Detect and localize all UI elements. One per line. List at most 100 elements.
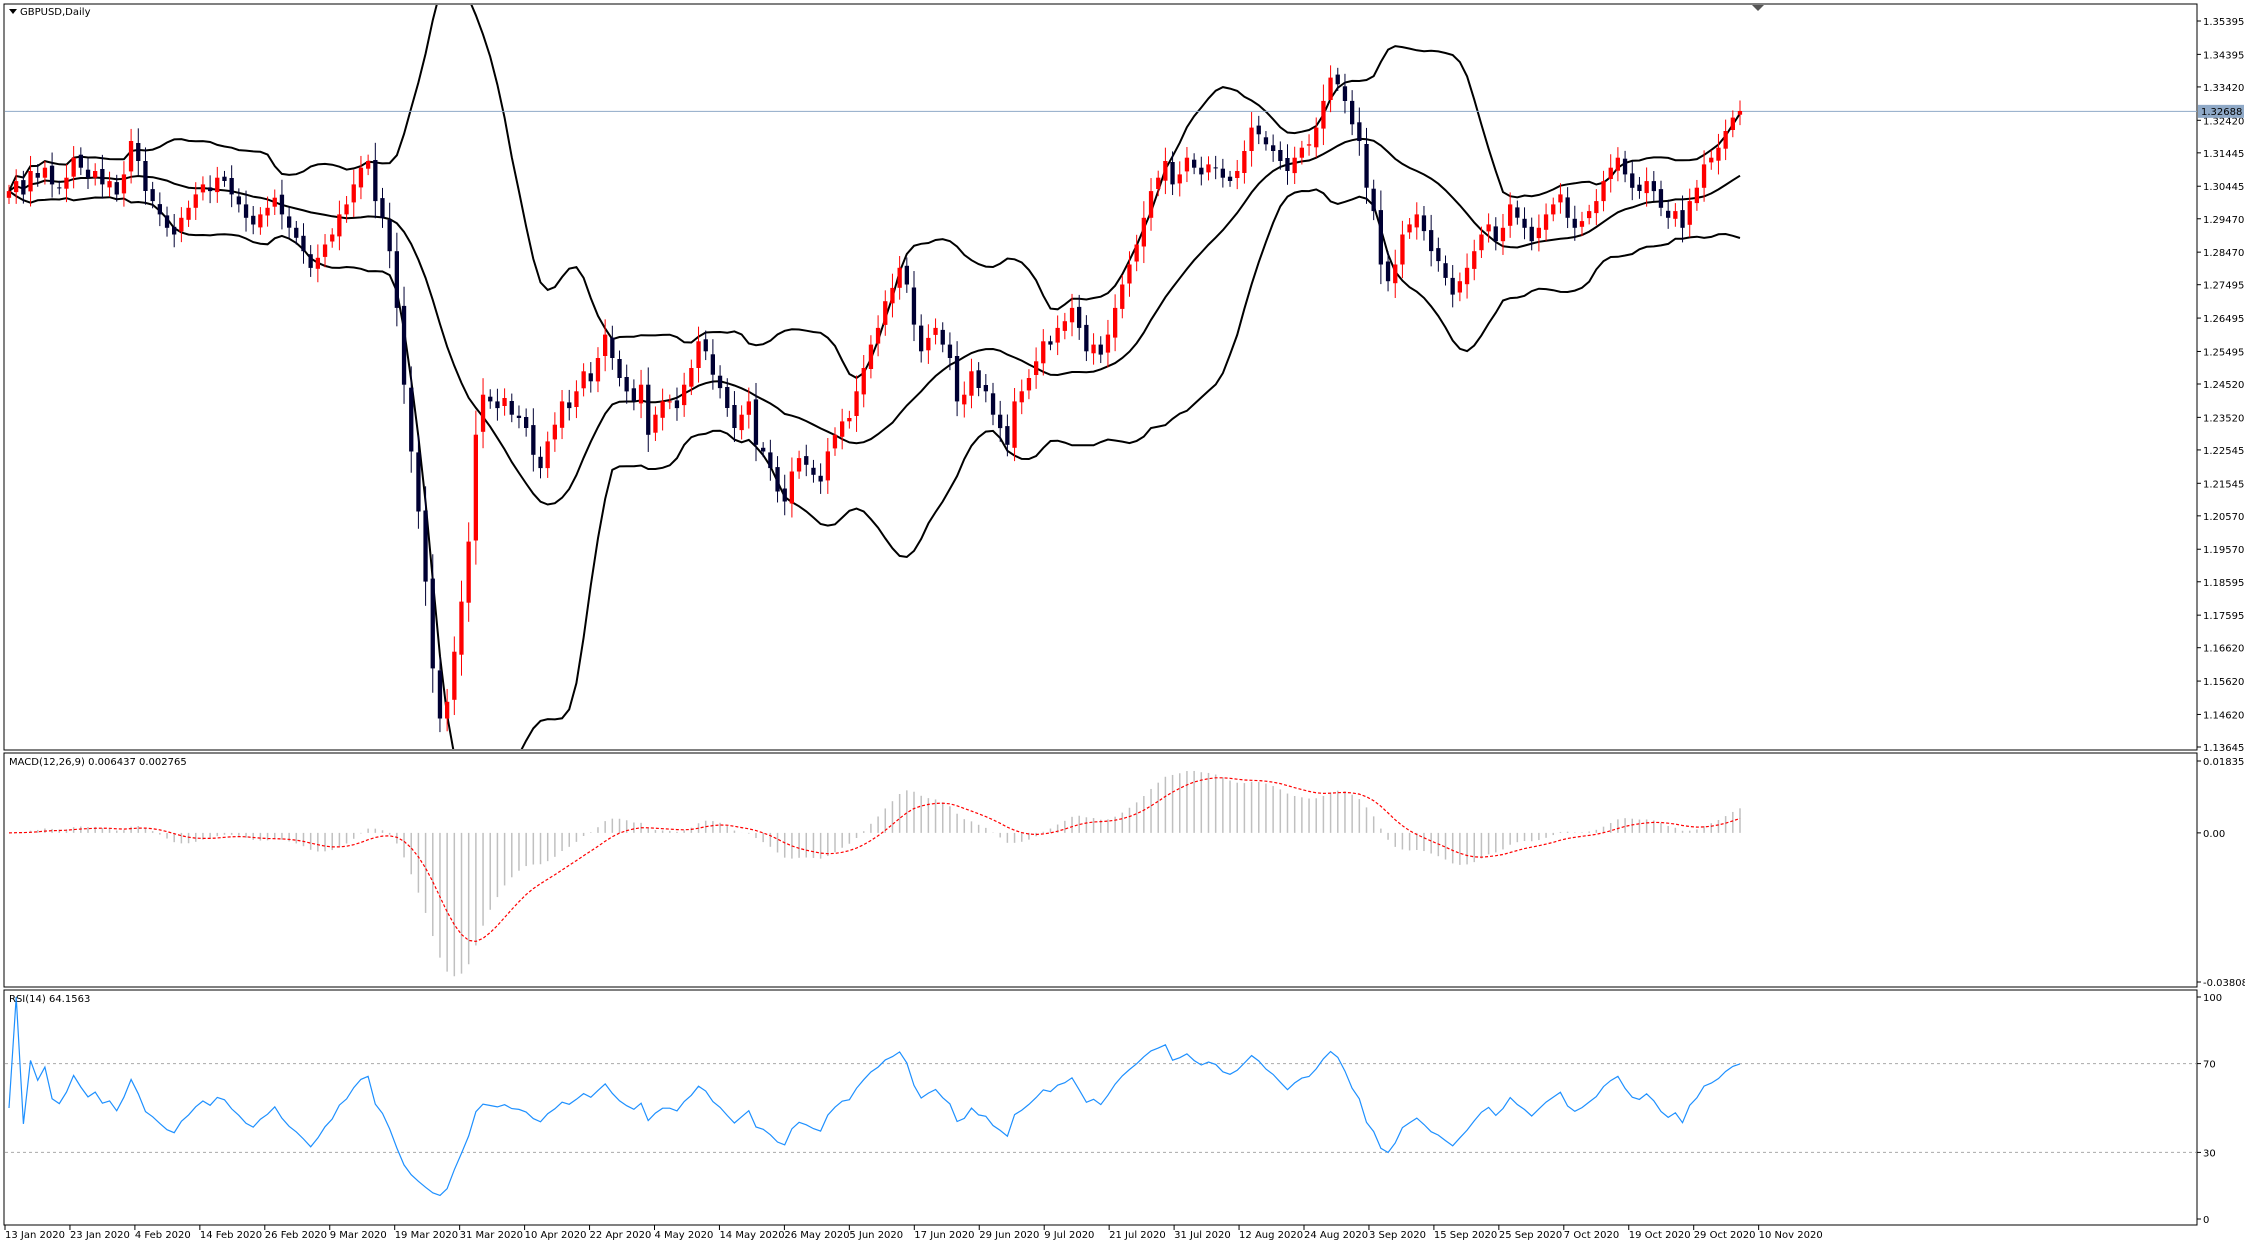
candle	[969, 358, 974, 409]
time-tick-label: 25 Sep 2020	[1499, 1230, 1562, 1241]
candle	[624, 364, 629, 404]
candle	[1515, 200, 1520, 225]
rsi-pane[interactable]	[3, 989, 2198, 1226]
candle	[1278, 141, 1283, 170]
candle	[1630, 160, 1635, 201]
candle	[509, 393, 514, 423]
candle	[1572, 205, 1577, 241]
candle	[351, 169, 356, 218]
candle	[631, 379, 636, 411]
candle	[193, 182, 198, 220]
candle	[1055, 315, 1060, 356]
candle	[279, 179, 285, 230]
candle	[1242, 140, 1247, 184]
candle	[983, 374, 988, 403]
candle	[854, 375, 859, 432]
macd-axis: 0.018355 0.00 -0.03808	[2197, 757, 2245, 989]
time-tick-label: 21 Jul 2020	[1109, 1230, 1166, 1241]
candle	[143, 147, 148, 205]
candle	[1378, 190, 1383, 285]
rsi-tick-label: 100	[2203, 993, 2222, 1004]
price-tick-label: 1.22545	[2203, 446, 2244, 457]
time-tick-label: 22 Apr 2020	[590, 1230, 652, 1241]
candle	[1493, 217, 1498, 251]
time-tick-label: 14 Feb 2020	[200, 1230, 262, 1241]
candle	[78, 147, 83, 176]
window-menu-icon[interactable]	[9, 9, 17, 14]
rsi-line	[8, 996, 1741, 1197]
candle	[1694, 179, 1699, 211]
candle	[1673, 203, 1678, 227]
candle	[717, 365, 723, 399]
candle	[1069, 293, 1075, 337]
candle	[1148, 178, 1154, 231]
candle	[1192, 153, 1197, 175]
candle	[746, 387, 751, 429]
time-tick-label: 19 Oct 2020	[1629, 1230, 1691, 1241]
candle	[14, 169, 19, 204]
time-tick-label: 14 May 2020	[719, 1230, 784, 1241]
candle	[1350, 90, 1355, 136]
candle	[674, 387, 680, 421]
price-pane[interactable]	[3, 3, 2198, 751]
candle	[696, 326, 701, 383]
candle	[1235, 159, 1240, 190]
candle	[416, 435, 421, 529]
candle	[480, 378, 486, 449]
price-tick-label: 1.17595	[2203, 611, 2244, 622]
candle	[1335, 67, 1340, 92]
candle	[940, 322, 945, 353]
candle	[315, 244, 320, 283]
time-tick-label: 5 Jun 2020	[849, 1230, 903, 1241]
price-tick-label: 1.33420	[2203, 83, 2244, 94]
candle	[358, 155, 364, 200]
time-tick-label: 12 Aug 2020	[1239, 1230, 1303, 1241]
candle	[301, 223, 306, 264]
candle	[100, 154, 105, 199]
macd-pane[interactable]	[3, 752, 2198, 988]
candle	[93, 163, 98, 186]
candle	[1220, 158, 1225, 188]
candle	[1565, 187, 1570, 229]
time-axis: 13 Jan 2020 23 Jan 2020 4 Feb 2020 14 Feb 2…	[4, 1225, 1823, 1241]
candle	[1199, 156, 1204, 186]
candle	[1400, 220, 1405, 279]
scroll-marker-icon[interactable]	[1752, 5, 1764, 11]
candle	[1644, 167, 1649, 207]
candle	[308, 245, 313, 277]
candle	[1637, 176, 1642, 199]
candle	[1364, 127, 1369, 204]
candle	[1127, 251, 1132, 297]
candle	[1450, 265, 1455, 308]
candle	[1299, 140, 1304, 165]
bollinger-lower-line	[8, 188, 1741, 749]
candle	[1472, 239, 1477, 281]
macd-tick-label: 0.018355	[2203, 757, 2245, 768]
current-price-label: 1.32688	[2201, 107, 2242, 118]
candle	[689, 359, 694, 396]
candle	[1156, 170, 1161, 197]
candle	[366, 154, 371, 176]
candle	[222, 170, 227, 187]
candle	[552, 412, 557, 452]
candle	[1371, 179, 1376, 221]
price-tick-label: 1.15620	[2203, 677, 2244, 688]
candle	[1723, 119, 1728, 161]
candle	[150, 181, 155, 209]
time-tick-label: 9 Mar 2020	[330, 1230, 387, 1241]
candle	[466, 522, 471, 622]
time-tick-label: 24 Aug 2020	[1304, 1230, 1368, 1241]
candle	[64, 164, 69, 203]
price-tick-label: 1.25495	[2203, 347, 2244, 358]
bollinger-upper-line	[8, 5, 1741, 380]
rsi-label: RSI(14) 64.1563	[9, 994, 90, 1005]
candle	[1034, 347, 1039, 389]
candle	[1328, 65, 1333, 113]
candle	[1730, 110, 1735, 138]
candle	[243, 190, 249, 232]
candle	[660, 388, 665, 431]
candle	[6, 184, 12, 204]
candle	[179, 207, 184, 243]
candle	[739, 405, 744, 440]
